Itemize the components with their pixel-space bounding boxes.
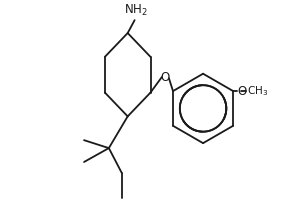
Text: O: O	[237, 85, 247, 98]
Text: O: O	[161, 71, 170, 84]
Text: NH$_2$: NH$_2$	[124, 3, 147, 18]
Text: CH$_3$: CH$_3$	[247, 84, 268, 98]
